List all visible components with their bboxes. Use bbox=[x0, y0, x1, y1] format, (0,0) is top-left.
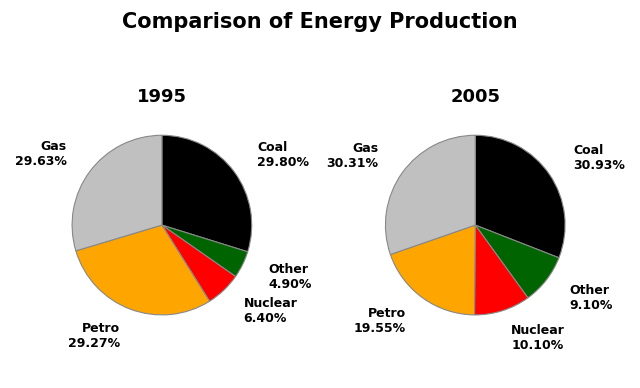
Wedge shape bbox=[162, 225, 248, 277]
Text: Gas
29.63%: Gas 29.63% bbox=[15, 140, 67, 168]
Wedge shape bbox=[390, 225, 476, 315]
Text: Coal
29.80%: Coal 29.80% bbox=[257, 141, 309, 169]
Text: Petro
19.55%: Petro 19.55% bbox=[354, 307, 406, 335]
Text: Comparison of Energy Production: Comparison of Energy Production bbox=[122, 12, 518, 32]
Wedge shape bbox=[476, 135, 565, 258]
Text: Coal
30.93%: Coal 30.93% bbox=[573, 144, 625, 172]
Wedge shape bbox=[162, 135, 252, 252]
Text: Nuclear
10.10%: Nuclear 10.10% bbox=[511, 324, 565, 352]
Text: Petro
29.27%: Petro 29.27% bbox=[68, 322, 120, 350]
Title: 1995: 1995 bbox=[137, 88, 187, 106]
Wedge shape bbox=[162, 225, 236, 301]
Text: Nuclear
6.40%: Nuclear 6.40% bbox=[244, 297, 298, 325]
Title: 2005: 2005 bbox=[451, 88, 500, 106]
Text: Other
4.90%: Other 4.90% bbox=[268, 263, 312, 291]
Wedge shape bbox=[72, 135, 162, 251]
Text: Other
9.10%: Other 9.10% bbox=[569, 284, 612, 312]
Wedge shape bbox=[76, 225, 209, 315]
Wedge shape bbox=[476, 225, 559, 298]
Wedge shape bbox=[385, 135, 476, 255]
Wedge shape bbox=[474, 225, 528, 315]
Text: Gas
30.31%: Gas 30.31% bbox=[326, 142, 379, 170]
